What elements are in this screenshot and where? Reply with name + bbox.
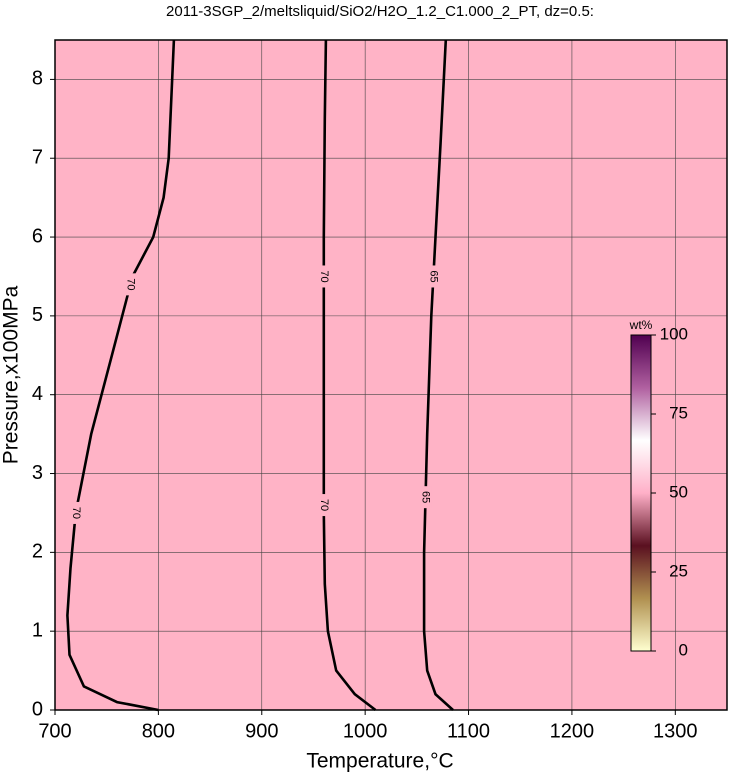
chart-title: 2011-3SGP_2/meltsliquid/SiO2/H2O_1.2_C1.… bbox=[166, 3, 594, 20]
plot-background bbox=[55, 40, 727, 710]
colorbar-tick-label: 100 bbox=[660, 324, 688, 343]
colorbar bbox=[630, 334, 652, 652]
contour-label-bg bbox=[317, 265, 330, 288]
y-axis-label: Pressure,x100MPa bbox=[0, 285, 23, 464]
y-tick-label: 5 bbox=[32, 304, 43, 326]
contour-label: 65 bbox=[427, 270, 439, 282]
y-tick-label: 7 bbox=[32, 147, 43, 169]
contour-line bbox=[66, 39, 176, 712]
contour-label: 65 bbox=[420, 491, 432, 503]
contour-label: 70 bbox=[125, 278, 137, 290]
colorbar-tick-label: 25 bbox=[669, 561, 688, 580]
x-tick-label: 1100 bbox=[447, 720, 490, 742]
colorbar-tick-label: 0 bbox=[679, 640, 688, 659]
y-tick-label: 2 bbox=[32, 541, 43, 563]
contour-label: 70 bbox=[70, 507, 82, 519]
x-tick-label: 1200 bbox=[550, 720, 595, 742]
y-tick-label: 3 bbox=[32, 462, 43, 484]
contour-label-bg bbox=[419, 486, 432, 509]
y-tick-label: 4 bbox=[32, 383, 43, 405]
contour-label-bg bbox=[69, 501, 82, 524]
x-axis-label: Temperature,°C bbox=[306, 750, 453, 773]
colorbar-tick-label: 75 bbox=[669, 403, 688, 422]
contour-line bbox=[322, 39, 377, 712]
x-tick-label: 1000 bbox=[343, 720, 388, 742]
contour-label: 70 bbox=[318, 499, 330, 511]
contour-label-bg bbox=[317, 494, 330, 517]
x-tick-label: 900 bbox=[245, 720, 278, 742]
colorbar-label: wt% bbox=[629, 318, 653, 332]
contour-label-bg bbox=[427, 265, 440, 288]
y-tick-label: 6 bbox=[32, 225, 43, 247]
contour-label-bg bbox=[124, 273, 137, 296]
y-tick-label: 0 bbox=[32, 698, 43, 720]
colorbar-tick-label: 50 bbox=[669, 482, 688, 501]
x-tick-label: 1300 bbox=[653, 720, 698, 742]
y-tick-label: 1 bbox=[32, 619, 43, 641]
plot-frame bbox=[54, 39, 728, 711]
contour-label: 70 bbox=[318, 270, 330, 282]
x-tick-label: 700 bbox=[38, 720, 71, 742]
x-tick-label: 800 bbox=[142, 720, 175, 742]
y-tick-label: 8 bbox=[32, 68, 43, 90]
